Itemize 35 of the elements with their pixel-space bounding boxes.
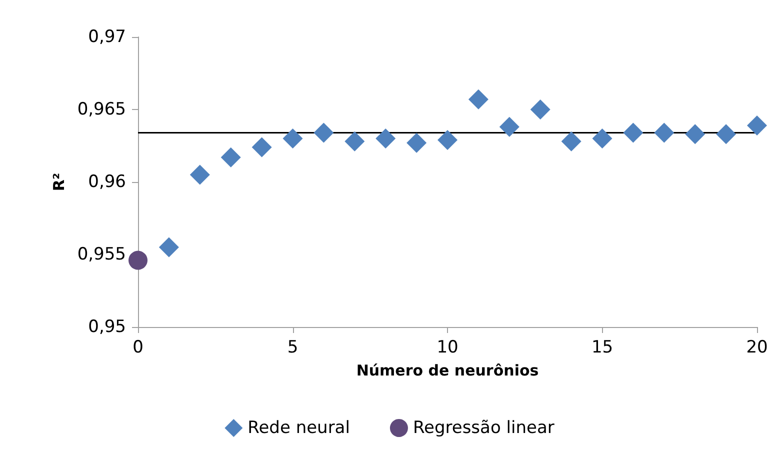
point bbox=[530, 100, 550, 120]
point bbox=[406, 132, 427, 153]
y-tick-label: 0,965 bbox=[77, 100, 126, 120]
y-tick-label: 0,955 bbox=[77, 244, 126, 264]
point bbox=[220, 147, 241, 168]
point bbox=[592, 128, 612, 148]
y-tick-label: 0,97 bbox=[88, 27, 126, 47]
x-tick-label: 0 bbox=[132, 338, 144, 358]
point bbox=[128, 250, 148, 270]
point bbox=[716, 124, 736, 144]
x-tick-label: 5 bbox=[287, 338, 298, 358]
point bbox=[344, 131, 365, 152]
point bbox=[252, 137, 272, 158]
x-axis-title: Número de neurônios bbox=[356, 362, 539, 380]
point bbox=[654, 122, 674, 143]
point bbox=[438, 130, 458, 150]
point bbox=[376, 128, 396, 148]
point bbox=[158, 237, 179, 258]
point bbox=[282, 128, 303, 148]
point bbox=[468, 89, 488, 110]
y-axis-title: R² bbox=[50, 172, 68, 192]
point bbox=[499, 116, 520, 137]
point bbox=[685, 124, 706, 144]
point bbox=[190, 164, 210, 185]
point bbox=[747, 115, 767, 136]
point bbox=[623, 122, 644, 143]
y-tick-label: 0,95 bbox=[88, 317, 126, 337]
y-tick-label: 0,96 bbox=[88, 172, 126, 192]
x-tick-label: 10 bbox=[436, 338, 458, 358]
x-tick-label: 15 bbox=[591, 338, 614, 358]
x-tick-label: 20 bbox=[746, 338, 768, 358]
point bbox=[561, 131, 582, 152]
legend-label: Regressão linear bbox=[412, 418, 554, 438]
point bbox=[314, 122, 334, 143]
legend-label: Rede neural bbox=[248, 418, 350, 438]
